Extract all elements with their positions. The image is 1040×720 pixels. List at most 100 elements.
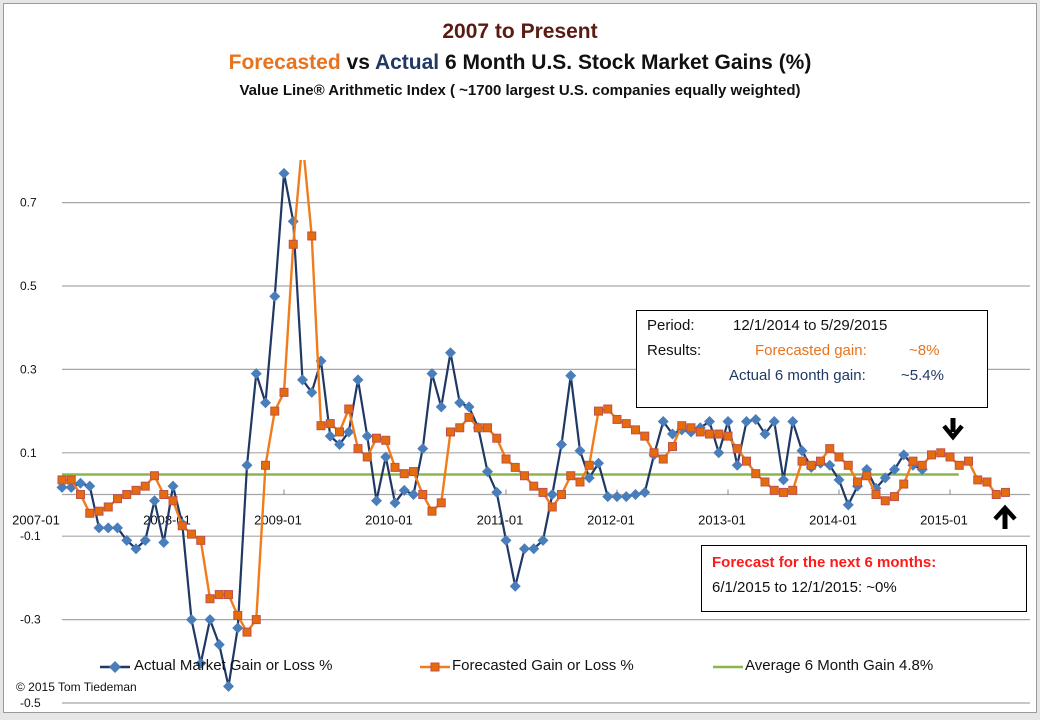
forecast-point [575, 477, 585, 487]
actual-point [278, 167, 290, 179]
forecast-point [973, 475, 983, 485]
forecast-point [714, 429, 724, 439]
forecast-point [187, 529, 196, 539]
forecast-point [446, 427, 455, 437]
forecast-point [131, 485, 141, 495]
results-box: Period: 12/1/2014 to 5/29/2015 Results: … [636, 310, 988, 408]
forecast-point [760, 477, 770, 487]
forecast-point [779, 487, 788, 497]
forecast-series [57, 160, 1010, 637]
forecast-point [594, 406, 603, 416]
forecast-point [732, 444, 742, 454]
forecast-point [890, 492, 899, 502]
legend [100, 661, 743, 673]
actual-point [833, 474, 845, 486]
forecast-point [520, 471, 529, 481]
forecast-point [797, 456, 807, 466]
forecast-point [418, 490, 428, 499]
actual-point [713, 447, 725, 459]
actual-point [121, 534, 133, 546]
forecast-point [362, 452, 372, 462]
forecast-box: Forecast for the next 6 months: 6/1/2015… [701, 545, 1027, 612]
actual-point [741, 416, 752, 428]
actual-point [491, 486, 503, 498]
y-tick-label: -0.1 [20, 529, 41, 543]
actual-point [500, 534, 512, 546]
forecast-point [335, 427, 344, 437]
forecast-point [279, 387, 289, 397]
forecast-point [113, 494, 122, 504]
results-label: Results: [647, 342, 702, 359]
actual-point [639, 486, 651, 498]
x-tick-label: 2009-01 [254, 513, 302, 528]
forecast-point [991, 490, 1001, 499]
forecast-point [57, 475, 67, 485]
forecast-point [316, 421, 326, 431]
actual-point [546, 489, 558, 500]
actual-point [796, 445, 808, 457]
actual-point [611, 491, 623, 503]
actual-point [167, 480, 179, 492]
x-tick-label: 2012-01 [587, 513, 635, 528]
forecast-point [723, 431, 733, 441]
forecast-point [705, 429, 714, 439]
forecast-point [168, 496, 178, 506]
forecast-point [399, 469, 409, 479]
actual-point [102, 522, 114, 534]
y-axis-ticks: 0.7 0.5 0.3 0.1 -0.1 -0.3 -0.5 [20, 196, 41, 710]
title-actual: Actual [374, 51, 440, 74]
forecast-point [122, 490, 132, 499]
actual-point [389, 497, 401, 509]
forecast-heading: Forecast for the next 6 months: [712, 554, 937, 571]
forecast-point [233, 610, 243, 620]
annotation-arrows [942, 418, 1017, 529]
actual-point [657, 416, 669, 428]
y-tick-label: -0.3 [20, 613, 41, 627]
forecast-point [501, 454, 511, 464]
forecast-point [945, 452, 955, 462]
forecast-point [917, 460, 927, 470]
actual-point [408, 489, 419, 500]
actual-point [583, 472, 595, 484]
gridlines [62, 202, 1030, 704]
period-value: 12/1/2014 to 5/29/2015 [733, 317, 888, 334]
title-rest: 6 Month U.S. Stock Market Gains (%) [439, 51, 812, 74]
forecast-point [621, 419, 631, 429]
forecast-point [94, 506, 104, 516]
forecast-point [825, 444, 835, 454]
actual-point [250, 368, 262, 380]
forecast-point [751, 469, 761, 479]
arrow-up-icon [993, 504, 1017, 529]
forecast-point [353, 444, 363, 454]
actual-point [528, 543, 540, 555]
actual-point [352, 374, 364, 386]
actual-line [62, 173, 923, 687]
actual-point [287, 215, 299, 227]
actual-point [297, 374, 308, 386]
forecast-point [788, 485, 798, 495]
forecast-point [381, 435, 391, 445]
forecast-point [668, 442, 677, 452]
actual-point [768, 416, 780, 428]
forecast-point [982, 477, 992, 487]
forecast-point [658, 454, 668, 464]
forecast-point [214, 590, 224, 600]
forecast-point [224, 590, 233, 600]
forecast-point [177, 521, 187, 531]
copyright-notice: © 2015 Tom Tiedeman [16, 680, 137, 694]
actual-point [334, 438, 345, 450]
legend-forecast-swatch [420, 662, 450, 672]
actual-point [509, 580, 521, 592]
forecast-point [103, 502, 113, 512]
x-tick-label: 2011-01 [477, 513, 524, 528]
forecast-point [288, 239, 298, 249]
actual-point [593, 457, 604, 469]
x-tick-label: 2014-01 [809, 513, 857, 528]
actual-point [380, 451, 392, 463]
actual-point [260, 397, 271, 409]
title-vs: vs [340, 51, 375, 74]
forecast-point [66, 475, 76, 485]
forecast-point [853, 477, 862, 487]
actual-point [343, 426, 355, 438]
forecast-point [325, 419, 335, 429]
